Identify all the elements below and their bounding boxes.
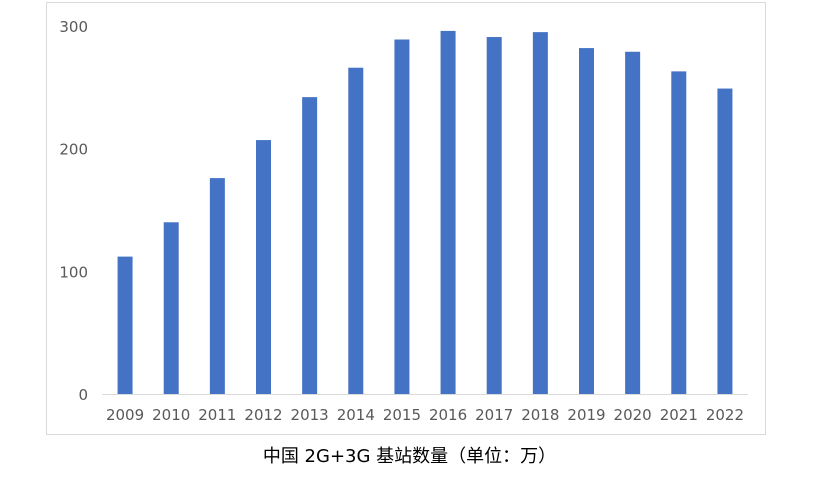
x-tick-label: 2019 [567, 406, 605, 424]
bar-2018 [532, 32, 548, 395]
bar-2013 [302, 97, 318, 394]
bar-2020 [625, 51, 641, 394]
x-tick-label: 2011 [198, 406, 236, 424]
chart-caption: 中国 2G+3G 基站数量（单位：万） [262, 446, 557, 467]
x-tick-label: 2015 [383, 406, 421, 424]
x-tick-label: 2013 [291, 406, 329, 424]
x-tick-label: 2018 [521, 406, 559, 424]
x-tick-label: 2016 [429, 406, 467, 424]
bar-2022 [717, 88, 733, 394]
bar-2021 [671, 71, 687, 395]
bar-2017 [486, 37, 502, 394]
x-tick-label: 2014 [337, 406, 375, 424]
bar-2016 [440, 30, 456, 394]
x-tick-label: 2010 [152, 406, 190, 424]
bar-2014 [348, 67, 364, 394]
x-tick-label: 2020 [614, 406, 652, 424]
y-tick-label: 100 [59, 263, 88, 281]
x-tick-label: 2009 [106, 406, 144, 424]
bar-2011 [209, 178, 225, 394]
bar-2015 [394, 39, 410, 394]
bar-2019 [579, 48, 594, 394]
y-tick-label: 0 [78, 386, 88, 404]
x-tick-label: 2012 [244, 406, 282, 424]
x-tick-label: 2022 [706, 406, 744, 424]
bar-2010 [163, 222, 179, 394]
y-tick-label: 200 [59, 141, 88, 159]
bar-2009 [117, 256, 133, 394]
x-tick-label: 2021 [660, 406, 698, 424]
x-tick-label: 2017 [475, 406, 513, 424]
bar-chart: 0 100 200 300 2009 2010 2011 2012 2013 2014 2015 20… [59, 18, 748, 424]
y-tick-label: 300 [59, 18, 88, 36]
bar-2012 [256, 140, 271, 394]
